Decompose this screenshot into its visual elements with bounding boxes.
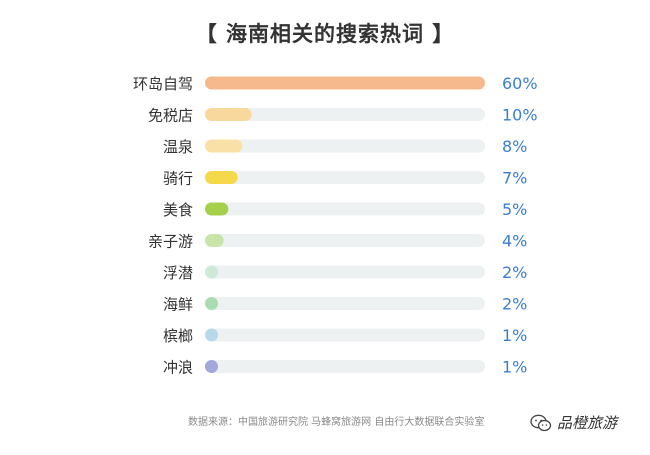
wechat-icon (530, 414, 552, 431)
value-label: 60% (502, 74, 538, 93)
bar (205, 171, 238, 184)
bar-track (205, 108, 485, 121)
category-label: 浮潜 (163, 264, 193, 282)
bar-track (205, 360, 485, 373)
chart-title: 【 海南相关的搜索热词 】 (195, 22, 455, 46)
value-label: 2% (502, 295, 527, 314)
bar (205, 265, 218, 279)
category-label: 海鲜 (163, 296, 193, 314)
value-label: 5% (502, 200, 527, 219)
category-label: 美食 (163, 201, 193, 219)
bar (205, 328, 218, 342)
value-label: 8% (502, 137, 527, 156)
bar-track (205, 202, 485, 216)
category-label: 冲浪 (163, 359, 193, 377)
category-label: 环岛自驾 (133, 75, 193, 93)
bar-track (205, 297, 485, 310)
bar (205, 139, 243, 153)
bar (205, 202, 229, 216)
value-label: 10% (502, 106, 538, 125)
value-label: 7% (502, 169, 527, 188)
bar (205, 76, 485, 90)
bar (205, 234, 224, 247)
bar-track (205, 328, 485, 342)
value-label: 1% (502, 326, 527, 345)
value-label: 1% (502, 358, 527, 377)
value-label: 2% (502, 263, 527, 282)
watermark-text: 品橙旅游 (557, 414, 618, 432)
category-label: 免税店 (148, 107, 193, 125)
watermark: 品橙旅游 (530, 412, 617, 433)
category-label: 骑行 (163, 170, 193, 188)
bar (205, 360, 218, 373)
bar-track (205, 139, 485, 153)
bar-track (205, 171, 485, 184)
bar (205, 108, 252, 121)
category-label: 槟榔 (163, 327, 193, 345)
source-note: 数据来源：中国旅游研究院 马蜂窝旅游网 自由行大数据联合实验室 (188, 417, 485, 428)
bar (205, 297, 218, 310)
bar-track (205, 265, 485, 279)
value-label: 4% (502, 232, 527, 251)
category-label: 亲子游 (148, 233, 193, 251)
bar-track (205, 234, 485, 247)
category-label: 温泉 (163, 138, 193, 156)
